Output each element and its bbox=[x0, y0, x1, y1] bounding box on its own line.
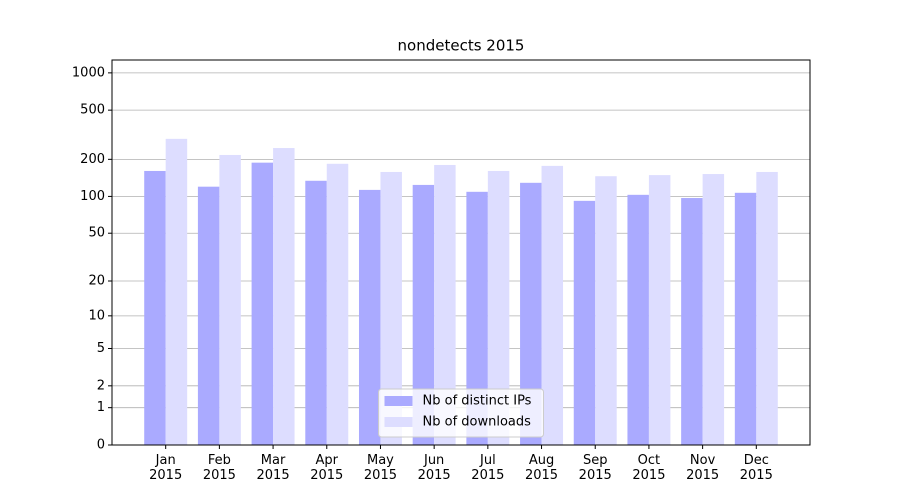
bar bbox=[165, 138, 188, 446]
x-tick-label: Jan 2015 bbox=[149, 453, 183, 483]
chart-title: nondetects 2015 bbox=[398, 37, 525, 55]
y-tick-label: 1 bbox=[97, 400, 105, 415]
y-tick-label: 10 bbox=[88, 308, 105, 323]
bar bbox=[595, 176, 617, 446]
y-tick-label: 2 bbox=[97, 378, 105, 393]
bar bbox=[734, 192, 757, 445]
x-tick-label: Dec 2015 bbox=[739, 453, 773, 483]
x-tick-label: Jun 2015 bbox=[417, 453, 451, 483]
y-tick-label: 500 bbox=[80, 103, 105, 118]
x-tick-label: Feb 2015 bbox=[202, 453, 236, 483]
legend-label: Nb of downloads bbox=[423, 415, 532, 430]
bar bbox=[487, 170, 510, 445]
x-tick-label: Nov 2015 bbox=[686, 453, 720, 483]
legend-swatch bbox=[384, 417, 413, 427]
bar bbox=[541, 165, 564, 445]
bar bbox=[573, 200, 596, 445]
x-tick-label: Mar 2015 bbox=[256, 453, 290, 483]
bar bbox=[358, 189, 381, 445]
bar bbox=[380, 171, 402, 445]
bar bbox=[326, 163, 349, 445]
bar bbox=[520, 182, 542, 445]
bar bbox=[412, 184, 435, 445]
bar bbox=[219, 154, 241, 445]
x-tick-label: May 2015 bbox=[363, 453, 397, 483]
y-tick-label: 0 bbox=[97, 438, 105, 453]
plot-frame bbox=[111, 59, 811, 446]
bar bbox=[434, 164, 456, 445]
bar bbox=[466, 191, 488, 445]
bar bbox=[681, 198, 703, 445]
bar bbox=[627, 194, 649, 445]
y-tick-label: 1000 bbox=[72, 65, 105, 80]
x-tick-label: Apr 2015 bbox=[310, 453, 344, 483]
bar bbox=[305, 180, 327, 445]
legend: Nb of distinct IPs Nb of downloads bbox=[378, 388, 544, 438]
x-tick-label: Oct 2015 bbox=[632, 453, 666, 483]
bar bbox=[273, 148, 295, 445]
x-tick-label: Sep 2015 bbox=[578, 453, 612, 483]
y-tick-label: 200 bbox=[80, 152, 105, 167]
bar bbox=[702, 174, 725, 445]
legend-label: Nb of distinct IPs bbox=[423, 394, 532, 409]
y-tick-label: 20 bbox=[88, 274, 105, 289]
legend-swatch bbox=[384, 396, 413, 406]
y-tick-label: 100 bbox=[80, 189, 105, 204]
y-tick-label: 5 bbox=[97, 341, 105, 356]
x-tick-label: Aug 2015 bbox=[524, 453, 559, 483]
bar bbox=[756, 171, 778, 445]
x-tick-label: Jul 2015 bbox=[471, 453, 505, 483]
bar bbox=[144, 170, 166, 445]
bar bbox=[197, 186, 220, 445]
bar bbox=[648, 175, 671, 445]
bar bbox=[251, 162, 274, 445]
y-tick-label: 50 bbox=[88, 226, 105, 241]
legend-frame bbox=[378, 388, 544, 438]
